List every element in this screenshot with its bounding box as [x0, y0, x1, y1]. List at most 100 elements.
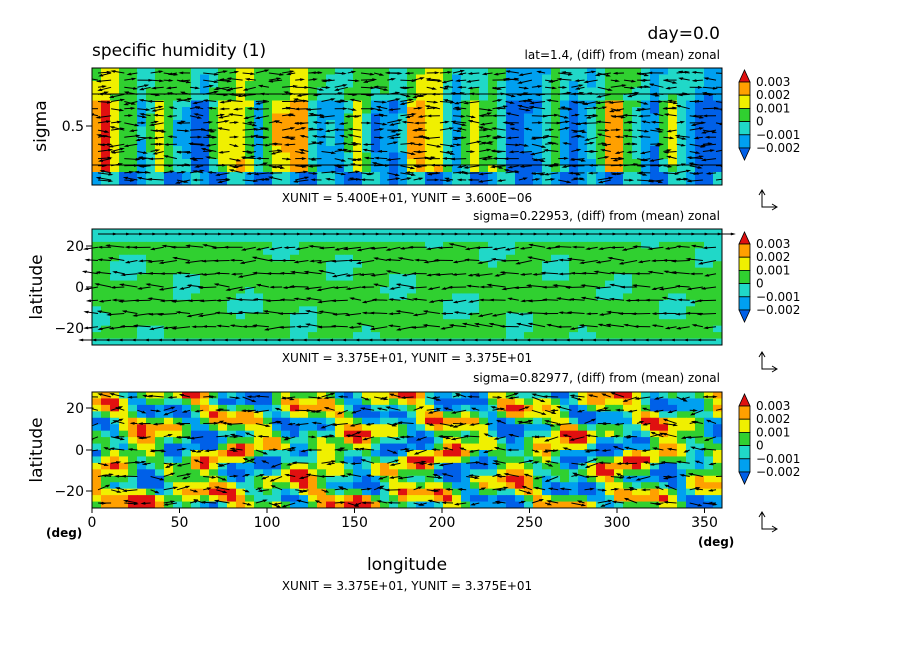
heatmap-cell — [245, 300, 255, 307]
heatmap-cell — [668, 319, 678, 326]
heatmap-cell — [380, 332, 390, 339]
heatmap-cell — [92, 68, 102, 75]
heatmap-cell — [164, 248, 174, 255]
heatmap-cell — [380, 287, 390, 294]
heatmap-cell — [623, 172, 633, 179]
heatmap-cell — [227, 242, 237, 249]
heatmap-cell — [650, 235, 660, 242]
heatmap-cell — [425, 235, 435, 242]
wind-vector-head — [726, 149, 729, 151]
heatmap-cell — [92, 146, 102, 153]
panel-top-subtitle: lat=1.4, (diff) from (mean) zonal — [525, 48, 720, 62]
heatmap-cell — [434, 68, 444, 75]
heatmap-cell — [605, 235, 615, 242]
heatmap-cell — [137, 248, 147, 255]
heatmap-cell — [209, 319, 219, 326]
heatmap-cell — [299, 319, 309, 326]
heatmap-cell — [443, 332, 453, 339]
heatmap-cell — [326, 172, 336, 179]
heatmap-cell — [704, 306, 714, 313]
heatmap-cell — [110, 306, 120, 313]
heatmap-cell — [605, 120, 615, 127]
heatmap-cell — [398, 235, 408, 242]
heatmap-cell — [101, 107, 111, 114]
heatmap-cell — [92, 261, 102, 268]
heatmap-cell — [164, 235, 174, 242]
heatmap-cell — [533, 114, 543, 121]
heatmap-cell — [164, 281, 174, 288]
heatmap-cell — [506, 313, 516, 320]
heatmap-cell — [434, 319, 444, 326]
heatmap-cell — [686, 306, 696, 313]
colorbar-tick-label: −0.002 — [756, 303, 800, 317]
heatmap-cell — [533, 127, 543, 134]
heatmap-cell — [632, 101, 642, 108]
heatmap-cell — [209, 287, 219, 294]
heatmap-cell — [569, 287, 579, 294]
heatmap-cell — [659, 261, 669, 268]
heatmap-cell — [146, 332, 156, 339]
heatmap-cell — [659, 229, 669, 236]
heatmap-cell — [254, 261, 264, 268]
heatmap-cell — [695, 306, 705, 313]
heatmap-cell — [506, 261, 516, 268]
heatmap-cell — [704, 114, 714, 121]
heatmap-cell — [470, 306, 480, 313]
heatmap-cell — [173, 235, 183, 242]
heatmap-cell — [470, 287, 480, 294]
heatmap-cell — [236, 81, 246, 88]
heatmap-cell — [614, 235, 624, 242]
heatmap-cell — [506, 235, 516, 242]
heatmap-cell — [335, 319, 345, 326]
heatmap-cell — [659, 306, 669, 313]
heatmap-cell — [380, 306, 390, 313]
heatmap-cell — [713, 235, 723, 242]
heatmap-cell — [452, 326, 462, 333]
heatmap-cell — [695, 68, 705, 75]
heatmap-cell — [371, 287, 381, 294]
heatmap-cell — [416, 306, 426, 313]
heatmap-cell — [389, 107, 399, 114]
heatmap-cell — [425, 146, 435, 153]
heatmap-cell — [587, 235, 597, 242]
heatmap-cell — [227, 332, 237, 339]
heatmap-cell — [308, 313, 318, 320]
panel-top-heatmap — [92, 68, 723, 186]
heatmap-cell — [434, 306, 444, 313]
heatmap-cell — [281, 75, 291, 82]
heatmap-cell — [137, 107, 147, 114]
heatmap-cell — [587, 94, 597, 101]
heatmap-cell — [281, 274, 291, 281]
colorbar-segment — [739, 95, 750, 108]
heatmap-cell — [479, 326, 489, 333]
heatmap-cell — [362, 293, 372, 300]
heatmap-cell — [632, 248, 642, 255]
heatmap-cell — [110, 107, 120, 114]
heatmap-cell — [191, 319, 201, 326]
heatmap-cell — [272, 133, 282, 140]
heatmap-cell — [308, 75, 318, 82]
heatmap-cell — [461, 94, 471, 101]
heatmap-cell — [173, 293, 183, 300]
heatmap-cell — [641, 274, 651, 281]
heatmap-cell — [587, 229, 597, 236]
heatmap-cell — [587, 166, 597, 173]
heatmap-cell — [137, 101, 147, 108]
heatmap-cell — [254, 166, 264, 173]
heatmap-cell — [380, 319, 390, 326]
heatmap-cell — [560, 94, 570, 101]
heatmap-cell — [515, 133, 525, 140]
heatmap-cell — [416, 235, 426, 242]
heatmap-cell — [191, 268, 201, 275]
heatmap-cell — [335, 114, 345, 121]
colorbar-segment — [739, 284, 750, 297]
heatmap-cell — [623, 107, 633, 114]
panel-top: lat=1.4, (diff) from (mean) zonal 0.5 si… — [31, 48, 800, 210]
heatmap-cell — [542, 287, 552, 294]
heatmap-cell — [560, 319, 570, 326]
heatmap-cell — [281, 235, 291, 242]
heatmap-cell — [128, 94, 138, 101]
heatmap-cell — [371, 248, 381, 255]
panel-middle-units: XUNIT = 3.375E+01, YUNIT = 3.375E+01 — [282, 351, 532, 365]
heatmap-cell — [434, 281, 444, 288]
